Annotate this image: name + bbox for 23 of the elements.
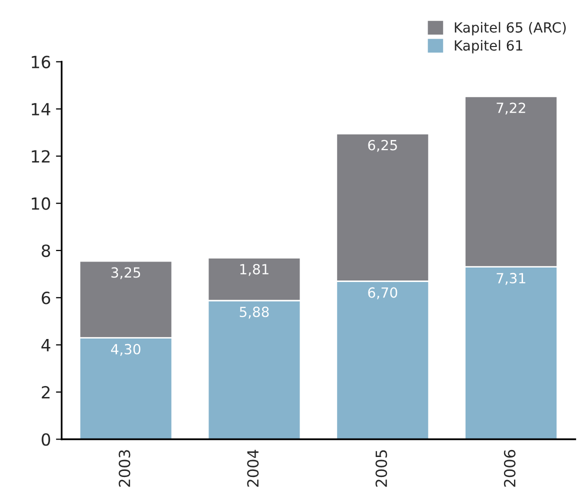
y-tick-label: 14 (32, 103, 50, 116)
y-tick-label: 10 (32, 197, 50, 210)
data-label: 4,30 (111, 344, 140, 356)
y-tick-label: 2 (42, 386, 50, 398)
y-tick-label: 6 (42, 292, 50, 304)
data-label: 7,31 (496, 272, 526, 285)
data-label: 1,81 (240, 264, 268, 276)
data-label: 5,88 (240, 306, 269, 319)
x-tick-label: 2005 (376, 450, 388, 487)
data-label: 6,25 (368, 140, 397, 152)
y-tick-label: 4 (41, 339, 50, 352)
y-tick-label: 12 (32, 150, 50, 162)
data-label: 6,70 (368, 287, 398, 300)
y-tick-label: 16 (32, 56, 50, 68)
legend-label: Kapitel 65 (ARC) (454, 22, 566, 36)
x-tick-label: 2004 (247, 450, 259, 487)
x-tick-label: 2003 (118, 450, 130, 487)
y-tick-label: 0 (42, 433, 50, 446)
legend-label: Kapitel 61 (454, 40, 522, 54)
y-tick-label: 8 (42, 244, 50, 258)
data-label: 7,22 (496, 102, 526, 114)
x-tick-label: 2006 (504, 450, 516, 487)
data-label: 3,25 (111, 267, 140, 280)
